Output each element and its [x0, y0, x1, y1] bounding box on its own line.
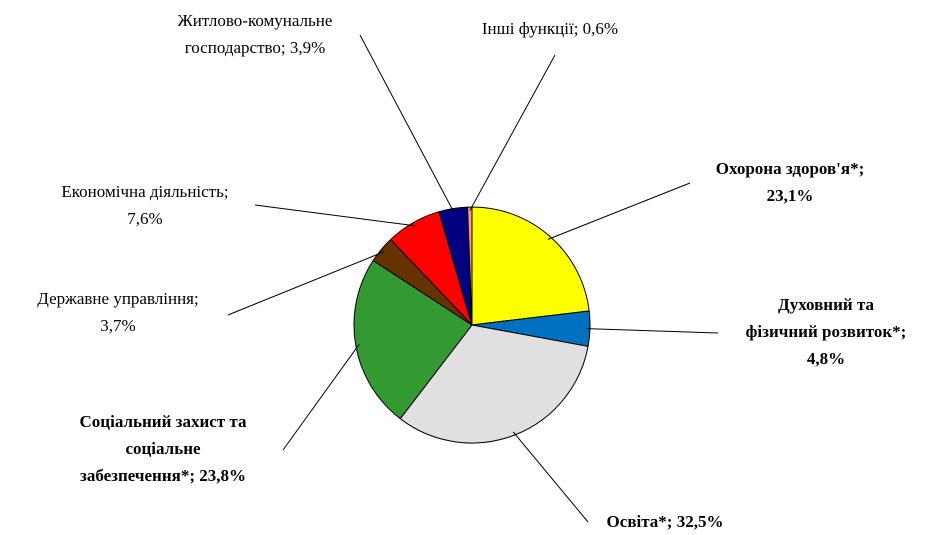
data-label: Інші функції; 0,6% [482, 19, 618, 38]
leader-line [586, 328, 719, 334]
data-label: Соціальний захист та [80, 412, 247, 431]
data-label: Освіта*; 32,5% [607, 512, 724, 531]
leader-line [469, 54, 556, 211]
data-label: 23,1% [767, 186, 814, 205]
data-label: соціальне [125, 439, 201, 458]
data-label: 7,6% [127, 209, 162, 228]
pie-slice [353, 259, 473, 420]
pie-slice [471, 206, 590, 326]
data-label: господарство; 3,9% [185, 38, 326, 57]
leader-line [227, 251, 385, 316]
data-label: Духовний та [778, 295, 874, 314]
data-label: Охорона здоров'я*; [716, 159, 865, 178]
data-label: Економічна діяльність; [61, 182, 228, 201]
data-label: 3,7% [100, 316, 135, 335]
data-label: 4,8% [807, 349, 845, 368]
leader-line [282, 344, 360, 451]
leader-line [547, 182, 691, 240]
leader-line [359, 34, 455, 213]
data-label: Житлово-комунальне [178, 11, 333, 30]
data-label: забезпечення*; 23,8% [80, 466, 246, 485]
data-label: Державне управління; [37, 289, 198, 308]
leader-line [254, 204, 416, 227]
leader-line [512, 431, 589, 523]
pie-slice [399, 324, 589, 444]
data-label: фізичний розвиток*; [746, 322, 907, 341]
